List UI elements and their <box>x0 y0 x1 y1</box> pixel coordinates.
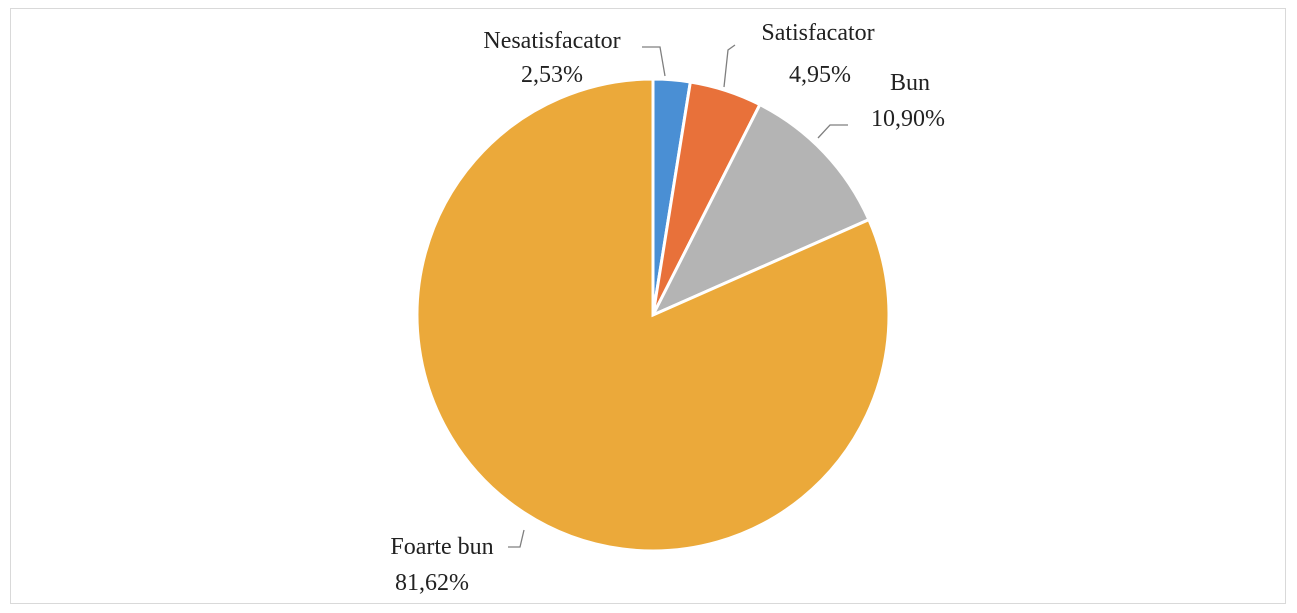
label-nesatisfacator-category: Nesatisfacator <box>483 28 620 54</box>
label-satisfacator-category: Satisfacator <box>761 20 874 46</box>
label-nesatisfacator-value: 2,53% <box>521 62 583 88</box>
pie-slices <box>415 77 891 553</box>
leader-line-nesatisfacator <box>642 46 666 77</box>
label-satisfacator-value: 4,95% <box>789 62 851 88</box>
label-foarte-bun-value: 81,62% <box>395 570 469 596</box>
leader-line-foarte-bun <box>508 529 525 548</box>
label-bun-category: Bun <box>890 70 930 96</box>
pie-slice-bun <box>649 102 871 319</box>
label-foarte-bun-category: Foarte bun <box>390 534 493 560</box>
leader-line-satisfacator <box>723 44 736 88</box>
label-bun-value: 10,90% <box>871 106 945 132</box>
leader-lines <box>508 44 848 548</box>
data-labels: Nesatisfacator 2,53% Satisfacator 4,95% … <box>390 20 945 596</box>
pie-slice-foarte-bun <box>415 77 891 553</box>
leader-line-bun <box>817 124 848 139</box>
